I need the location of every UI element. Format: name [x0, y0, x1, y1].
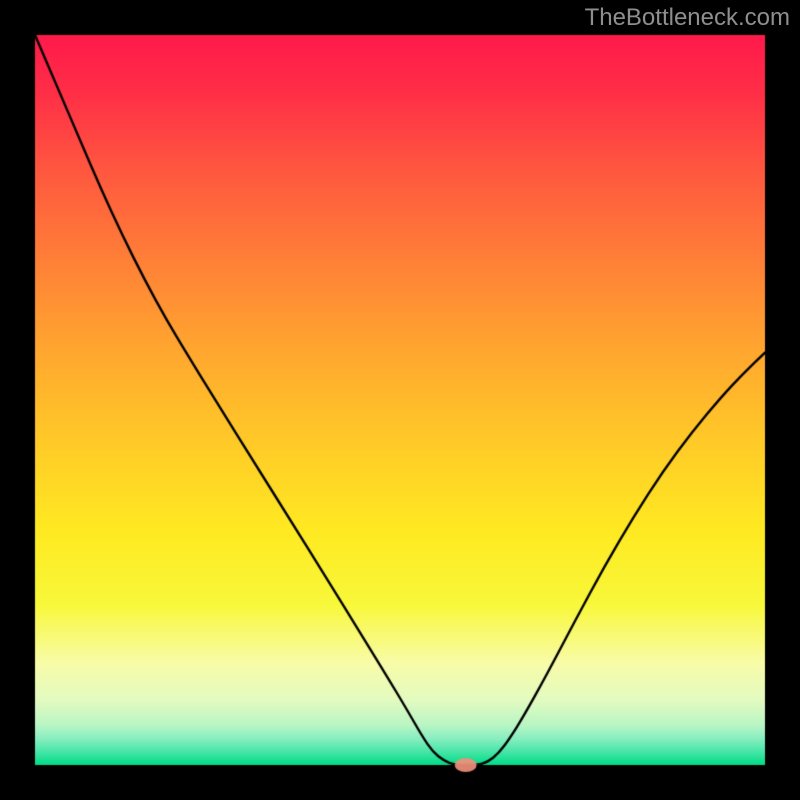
- chart-container: TheBottleneck.com: [0, 0, 800, 800]
- bottleneck-chart-canvas: [0, 0, 800, 800]
